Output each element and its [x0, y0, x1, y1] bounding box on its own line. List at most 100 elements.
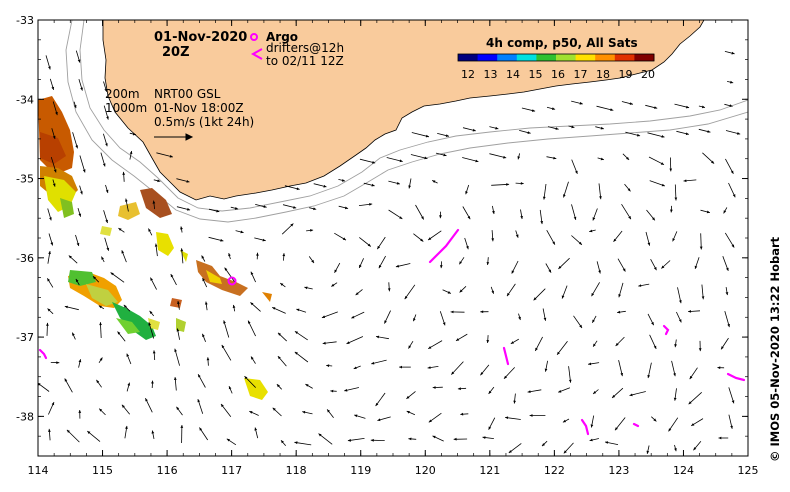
current-arrow-head	[568, 379, 572, 383]
current-arrow-head	[598, 270, 601, 274]
current-arrow-head	[105, 143, 108, 147]
current-arrow-head	[223, 320, 226, 324]
current-arrow-head	[699, 246, 703, 250]
current-arrow-head	[224, 267, 228, 271]
current-arrow	[621, 203, 632, 220]
current-arrow-head	[278, 332, 281, 336]
current-arrow-head	[553, 156, 557, 160]
current-arrow-head	[202, 278, 205, 282]
land-australia	[102, 20, 705, 201]
current-arrow-head	[177, 301, 180, 304]
current-arrow-head	[180, 248, 184, 252]
current-arrow-head	[439, 265, 443, 269]
x-tick-label: 114	[28, 464, 49, 477]
current-arrow-head	[371, 361, 375, 365]
current-arrow-head	[701, 105, 705, 109]
colorbar-segment	[477, 54, 498, 61]
current-arrow-head	[48, 428, 51, 432]
current-arrow-head	[170, 274, 174, 278]
current-arrow-head	[428, 237, 432, 240]
current-arrow	[688, 392, 702, 405]
current-arrow-head	[187, 207, 191, 211]
x-tick-label: 122	[544, 464, 565, 477]
current-arrow-head	[613, 238, 617, 242]
current-arrow-head	[254, 427, 258, 431]
current-arrow-head	[99, 408, 103, 412]
current-arrow-head	[731, 51, 735, 55]
current-arrow-head	[399, 159, 403, 163]
colorbar-tick-label: 15	[529, 68, 543, 81]
current-arrow-head	[240, 230, 244, 234]
current-arrow-head	[592, 319, 595, 323]
contour-1000m	[65, 20, 748, 223]
y-tick-label: -36	[16, 252, 34, 265]
current-arrow-head	[652, 217, 655, 221]
current-arrow-head	[661, 183, 665, 187]
current-arrow	[221, 344, 232, 361]
current-arrow-head	[617, 310, 621, 314]
current-arrow-head	[653, 267, 657, 271]
current-arrow-head	[151, 430, 155, 434]
current-arrow-head	[661, 265, 665, 269]
current-arrow-head	[727, 323, 730, 328]
current-arrow-head	[691, 423, 695, 426]
product-label: NRT00 GSL	[154, 87, 221, 101]
current-arrow-head	[293, 206, 297, 209]
current-arrow-head	[668, 428, 672, 432]
current-arrow-head	[646, 450, 650, 454]
current-arrow-head	[542, 196, 546, 200]
current-arrow-head	[347, 438, 351, 442]
current-arrow-head	[612, 394, 616, 398]
current-arrow-head	[513, 400, 516, 404]
current-arrow-head	[105, 219, 108, 223]
current-arrow-head	[176, 406, 180, 410]
current-arrow-head	[234, 207, 239, 210]
colorbar-tick-label: 16	[551, 68, 565, 81]
current-arrow-head	[591, 293, 595, 297]
current-arrow-head	[204, 301, 208, 305]
current-arrow-head	[511, 270, 515, 274]
current-arrow-head	[678, 319, 682, 323]
current-arrow-head	[654, 106, 658, 109]
x-tick-label: 118	[286, 464, 307, 477]
current-arrow-head	[730, 170, 734, 174]
current-arrow-head	[173, 377, 177, 380]
current-arrow-head	[651, 322, 654, 326]
current-arrow-head	[495, 126, 499, 130]
current-arrow-head	[450, 310, 454, 314]
current-arrow-head	[73, 105, 77, 109]
current-arrow-head	[706, 210, 710, 214]
current-arrow-head	[427, 366, 431, 369]
current-arrow-head	[106, 116, 109, 120]
colorbar-ticks: 12 13 14 15 16 17 18 19 20	[461, 68, 655, 81]
current-arrow-head	[169, 154, 173, 158]
current-arrow-head	[104, 88, 108, 92]
current-arrow-head	[51, 402, 55, 406]
x-tick-label: 121	[479, 464, 500, 477]
current-arrow-head	[561, 295, 565, 299]
current-arrow-head	[75, 278, 79, 283]
x-tick-label: 115	[92, 464, 113, 477]
current-arrow-head	[375, 402, 379, 406]
current-arrow-head	[251, 356, 254, 360]
y-tick-label: -38	[16, 410, 34, 423]
current-arrow	[223, 320, 230, 338]
current-arrow-head	[593, 343, 596, 347]
current-arrow-head	[408, 437, 412, 441]
current-arrow-head	[424, 156, 428, 160]
current-arrow-head	[725, 292, 729, 296]
current-arrow-head	[701, 296, 705, 300]
current-arrow-head	[46, 322, 49, 326]
current-arrow-head	[154, 243, 158, 247]
current-arrow-head	[294, 331, 299, 334]
current-arrow-head	[370, 438, 374, 442]
current-arrow-head	[600, 126, 604, 130]
current-arrow-head	[673, 373, 676, 377]
current-arrow-head	[529, 414, 533, 417]
current-arrow-head	[730, 80, 734, 84]
current-arrow-head	[250, 271, 254, 275]
current-arrow-head	[367, 243, 371, 247]
current-arrow-head	[670, 209, 673, 213]
current-arrow-head	[457, 387, 461, 391]
current-arrow-head	[281, 440, 284, 444]
